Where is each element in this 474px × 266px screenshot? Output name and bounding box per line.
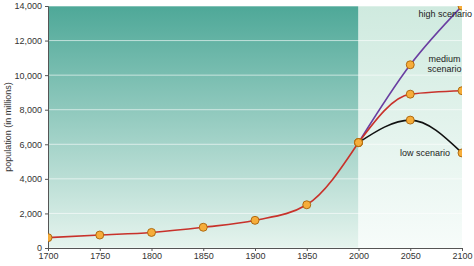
series-label: low scenario (400, 148, 450, 158)
marker (458, 149, 462, 157)
grid-line (48, 40, 462, 41)
y-tick: 4,000 (19, 174, 48, 184)
y-axis: 02,0004,0006,0008,00010,00012,00014,000 (14, 1, 48, 253)
series-labels: high scenario mediumscenario low scenario (400, 9, 472, 158)
series-label: mediumscenario (427, 54, 461, 74)
y-tick-label: 10,000 (14, 71, 42, 81)
marker (251, 216, 259, 224)
y-axis-line (45, 7, 49, 249)
x-tick: 1750 (90, 248, 110, 261)
y-tick: 2,000 (19, 209, 48, 219)
y-tick-mark (45, 248, 48, 249)
marker (148, 228, 156, 236)
marker (355, 139, 363, 147)
x-tick-label: 1750 (90, 251, 110, 261)
series-group (48, 6, 462, 242)
x-tick: 2050 (401, 248, 421, 261)
y-tick-mark (45, 41, 48, 42)
grid-line (48, 75, 462, 76)
series-line (359, 6, 463, 143)
y-tick-mark (45, 110, 48, 111)
x-tick-label: 1850 (194, 251, 214, 261)
marker (406, 90, 414, 98)
grid-line (48, 6, 462, 7)
x-tick: 1850 (194, 248, 214, 261)
series-line (359, 91, 463, 143)
x-tick: 2000 (349, 248, 369, 261)
y-tick-mark (45, 179, 48, 180)
marker (355, 139, 363, 147)
y-tick-mark (45, 6, 48, 7)
y-tick-label: 6,000 (19, 140, 42, 150)
marker (48, 234, 52, 242)
background-historical (48, 6, 359, 248)
marker (355, 139, 363, 147)
grid-line (48, 109, 462, 110)
y-tick: 10,000 (14, 71, 48, 81)
plot-area: 02,0004,0006,0008,00010,00012,00014,0001… (14, 1, 472, 261)
chart: 02,0004,0006,0008,00010,00012,00014,0001… (0, 0, 474, 266)
background-projection (359, 6, 463, 248)
y-tick-mark (45, 75, 48, 76)
x-tick: 1700 (38, 248, 58, 261)
x-tick-label: 2000 (349, 251, 369, 261)
x-tick: 1800 (142, 248, 162, 261)
y-tick-label: 2,000 (19, 209, 42, 219)
marker (458, 87, 462, 95)
marker (406, 61, 414, 69)
x-axis: 1700 1750 1800 1850 1900 1950 2000 2050 2100 (38, 248, 472, 261)
y-tick-mark (45, 144, 48, 145)
grid-line (48, 178, 462, 179)
series-line (48, 143, 359, 238)
y-tick: 12,000 (14, 36, 48, 46)
y-tick: 14,000 (14, 1, 48, 11)
x-tick-label: 1800 (142, 251, 162, 261)
x-tick: 1950 (297, 248, 317, 261)
y-tick-label: 12,000 (14, 36, 42, 46)
x-tick-label: 2050 (401, 251, 421, 261)
grid-line (48, 213, 462, 214)
y-tick-label: 8,000 (19, 105, 42, 115)
grid-line (48, 144, 462, 145)
x-tick: 1900 (245, 248, 265, 261)
marker (406, 116, 414, 124)
y-tick: 8,000 (19, 105, 48, 115)
marker (96, 231, 104, 239)
marker (199, 223, 207, 231)
x-tick-label: 1700 (38, 251, 58, 261)
y-tick-label: 4,000 (19, 174, 42, 184)
x-tick-label: 1900 (245, 251, 265, 261)
y-tick-mark (45, 213, 48, 214)
y-axis-title: population (in millions) (3, 82, 13, 172)
series-label: high scenario (419, 9, 473, 19)
grid (48, 6, 462, 248)
marker (303, 201, 311, 209)
x-tick: 2100 (452, 248, 472, 261)
y-tick-label: 14,000 (14, 1, 42, 11)
x-tick-label: 2100 (452, 251, 472, 261)
x-tick-label: 1950 (297, 251, 317, 261)
y-tick: 6,000 (19, 140, 48, 150)
marker (355, 139, 363, 147)
